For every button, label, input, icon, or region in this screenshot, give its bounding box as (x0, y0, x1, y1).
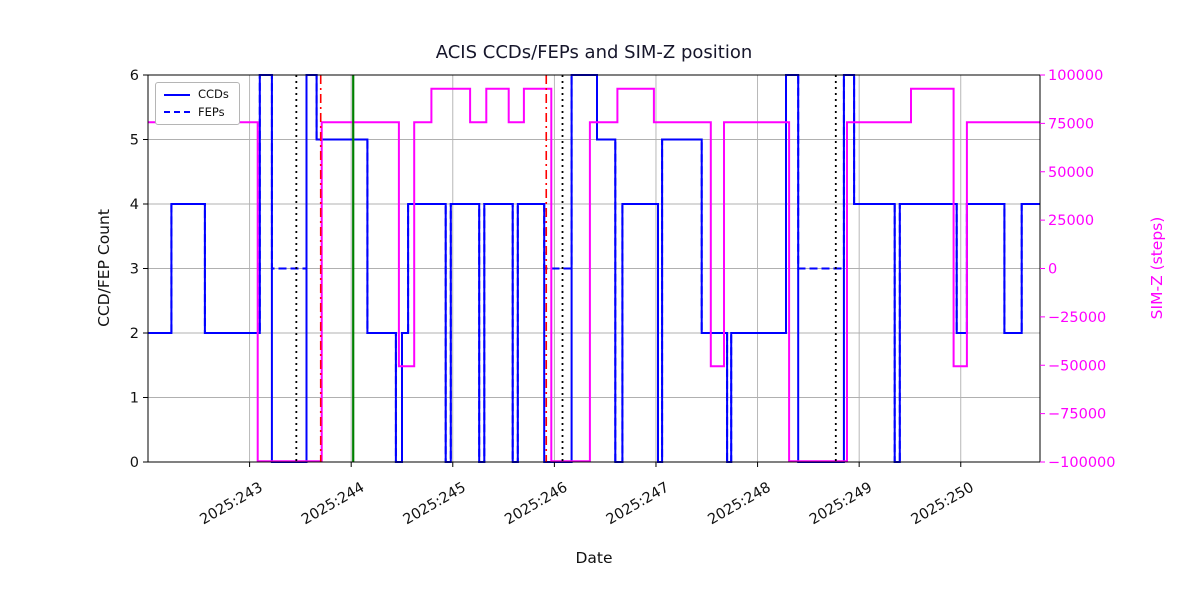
y-tick-label-right: 0 (1048, 262, 1057, 278)
legend-label-ccds: CCDs (198, 87, 229, 101)
ccds-line-sample (164, 93, 190, 96)
y-tick-label-right: 50000 (1048, 165, 1094, 181)
y-tick-label-right: 25000 (1048, 213, 1094, 229)
x-axis-label: Date (575, 549, 613, 567)
y-tick-label-left: 0 (130, 455, 139, 471)
x-tick-label: 2025:244 (299, 480, 367, 529)
series-sim-z (148, 87, 1040, 463)
y-axis-label-left: CCD/FEP Count (95, 209, 113, 327)
feps-line-sample (164, 111, 190, 114)
y-axis-left-ticks: 0 1 2 3 4 5 6 (130, 68, 148, 471)
y-tick-label-left: 4 (130, 197, 139, 213)
series-feps (148, 74, 1040, 463)
legend: CCDs FEPs (155, 82, 240, 125)
y-tick-label-left: 6 (130, 68, 139, 84)
x-axis-ticks: 2025:243 2025:244 2025:245 2025:246 2025:247… (197, 462, 977, 529)
legend-entry-feps: FEPs (164, 104, 229, 119)
chart-title: ACIS CCDs/FEPs and SIM-Z position (435, 42, 753, 63)
y-tick-label-left: 2 (130, 326, 139, 342)
y-tick-label-left: 3 (130, 262, 139, 278)
y-axis-right-ticks: −100000 −75000 −50000 −25000 0 25000 50000 7500… (1040, 68, 1116, 471)
y-tick-label-left: 5 (130, 133, 139, 149)
y-tick-label-right: −75000 (1048, 407, 1106, 423)
marker-vlines (295, 75, 837, 462)
y-tick-label-right: −100000 (1048, 455, 1116, 471)
y-tick-label-left: 1 (130, 391, 139, 407)
x-tick-label: 2025:248 (705, 480, 773, 529)
y-tick-label-right: −25000 (1048, 310, 1106, 326)
y-tick-label-right: 75000 (1048, 116, 1094, 132)
x-tick-label: 2025:250 (909, 480, 977, 529)
x-tick-label: 2025:247 (604, 480, 672, 529)
y-tick-label-right: 100000 (1048, 68, 1103, 84)
x-tick-label: 2025:245 (401, 480, 469, 529)
x-tick-label: 2025:249 (807, 480, 875, 529)
y-tick-label-right: −50000 (1048, 358, 1106, 374)
x-tick-label: 2025:246 (502, 480, 570, 529)
x-tick-label: 2025:243 (197, 480, 265, 529)
legend-label-feps: FEPs (198, 104, 225, 119)
legend-entry-ccds: CCDs (164, 87, 229, 101)
y-axis-label-right: SIM-Z (steps) (1148, 216, 1166, 320)
